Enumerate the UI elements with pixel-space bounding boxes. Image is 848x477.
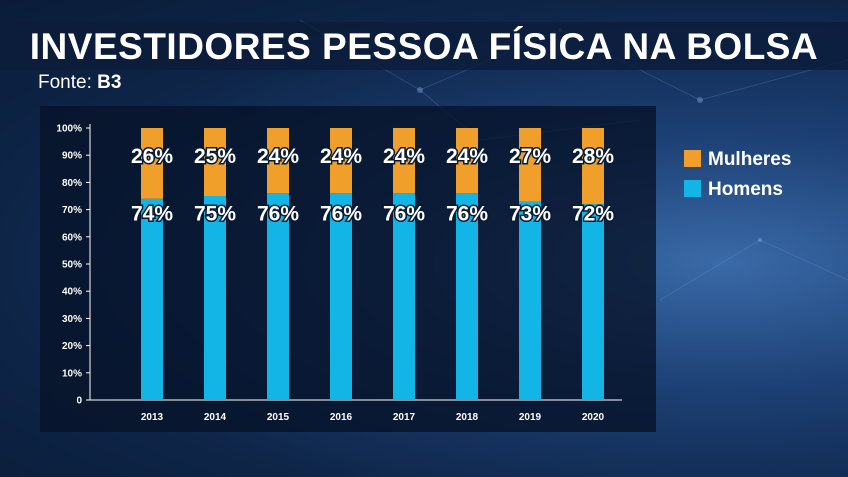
data-label-homens: 74% <box>131 202 173 225</box>
bar-homens-2016 <box>330 193 352 400</box>
y-tick-label: 70% <box>62 205 82 216</box>
bar-mulheres-2020 <box>582 128 604 205</box>
y-tick-label: 20% <box>62 341 82 352</box>
y-tick-label: 100% <box>56 124 82 135</box>
y-tick-label: 40% <box>62 287 82 298</box>
bar-mulheres-2013 <box>141 128 163 199</box>
legend-label-mulheres: Mulheres <box>708 149 791 170</box>
legend-swatch-homens <box>684 180 701 197</box>
data-label-mulheres: 24% <box>446 145 488 168</box>
bar-homens-2020 <box>582 204 604 400</box>
bar-homens-2014 <box>204 196 226 400</box>
x-tick-label: 2015 <box>267 412 290 423</box>
bar-homens-2017 <box>393 193 415 400</box>
bar-mulheres-2016 <box>330 128 352 194</box>
x-tick-label: 2019 <box>519 412 542 423</box>
bar-mulheres-2014 <box>204 128 226 196</box>
y-tick-label: 0 <box>76 396 82 407</box>
data-label-mulheres: 24% <box>320 145 362 168</box>
bar-homens-2013 <box>141 198 163 400</box>
bar-homens-2019 <box>519 201 541 400</box>
y-tick-label: 80% <box>62 178 82 189</box>
x-tick-label: 2013 <box>141 412 164 423</box>
source-value: B3 <box>97 72 122 93</box>
chart-title: INVESTIDORES PESSOA FÍSICA NA BOLSA <box>29 26 819 67</box>
x-tick-label: 2020 <box>582 412 605 423</box>
data-label-homens: 76% <box>320 202 362 225</box>
data-label-homens: 72% <box>572 202 614 225</box>
y-tick-label: 50% <box>62 260 82 271</box>
y-tick-label: 90% <box>62 151 82 162</box>
bar-homens-2015 <box>267 193 289 400</box>
x-tick-label: 2014 <box>204 412 227 423</box>
data-label-mulheres: 27% <box>509 145 551 168</box>
x-tick-label: 2018 <box>456 412 479 423</box>
y-tick-label: 60% <box>62 232 82 243</box>
data-label-homens: 76% <box>383 202 425 225</box>
data-label-homens: 73% <box>509 202 551 225</box>
data-label-homens: 75% <box>194 202 236 225</box>
data-label-mulheres: 26% <box>131 145 173 168</box>
bar-mulheres-2015 <box>267 128 289 194</box>
bar-homens-2018 <box>456 193 478 400</box>
title-bar <box>0 22 848 70</box>
legend-label-homens: Homens <box>708 179 783 200</box>
bar-mulheres-2018 <box>456 128 478 194</box>
data-label-mulheres: 28% <box>572 145 614 168</box>
x-tick-label: 2016 <box>330 412 353 423</box>
data-label-homens: 76% <box>257 202 299 225</box>
bar-mulheres-2019 <box>519 128 541 202</box>
source-line: Fonte: B3 <box>38 72 121 94</box>
y-tick-label: 30% <box>62 314 82 325</box>
data-label-mulheres: 24% <box>383 145 425 168</box>
data-label-mulheres: 25% <box>194 145 236 168</box>
y-tick-label: 10% <box>62 368 82 379</box>
legend-swatch-mulheres <box>684 150 701 167</box>
data-label-mulheres: 24% <box>257 145 299 168</box>
bar-mulheres-2017 <box>393 128 415 194</box>
data-label-homens: 76% <box>446 202 488 225</box>
x-tick-label: 2017 <box>393 412 416 423</box>
source-label: Fonte: <box>38 72 98 93</box>
